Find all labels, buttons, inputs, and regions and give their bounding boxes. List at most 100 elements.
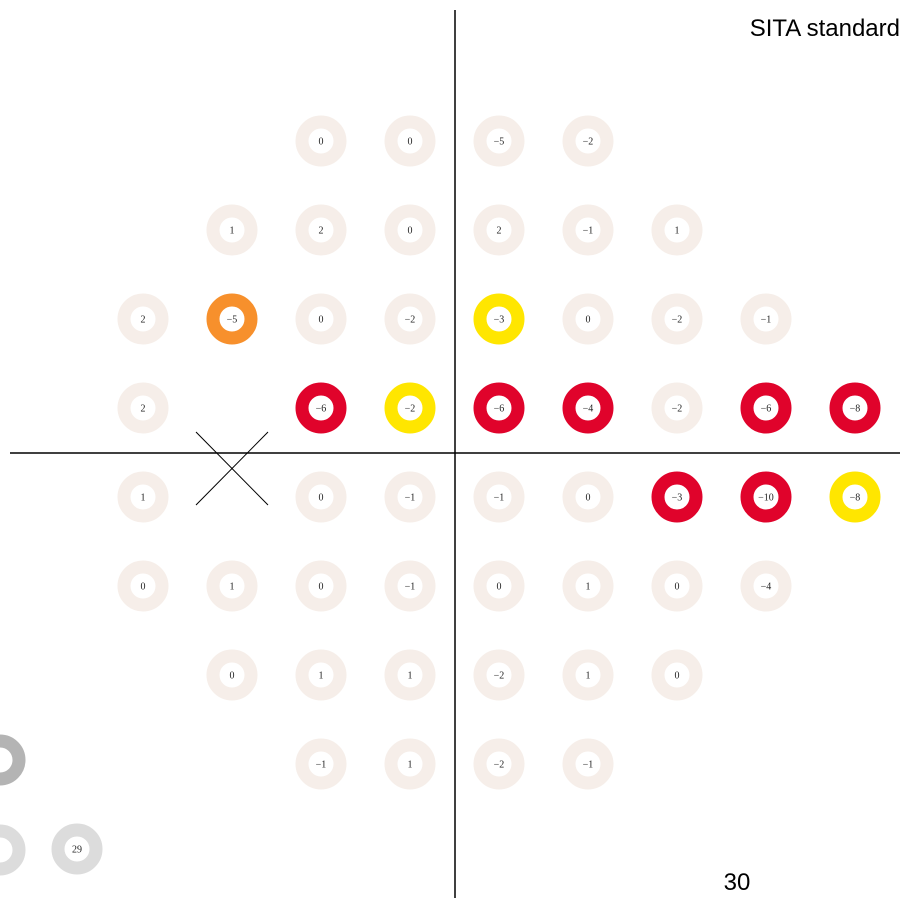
point-value: −1 <box>316 759 327 770</box>
point-ring <box>51 823 103 875</box>
point-value: −1 <box>405 492 416 503</box>
point-ring <box>651 560 703 612</box>
point-value: −2 <box>672 403 683 414</box>
point-ring <box>651 293 703 345</box>
point-value: 0 <box>497 581 502 592</box>
point-ring <box>384 115 436 167</box>
point-ring <box>117 293 169 345</box>
point-value: −8 <box>850 492 861 503</box>
point-value: 1 <box>230 581 235 592</box>
point-value: −6 <box>761 403 772 414</box>
point-value: −3 <box>494 314 505 325</box>
point-ring <box>295 115 347 167</box>
point-value: −6 <box>316 403 327 414</box>
point-ring <box>206 649 258 701</box>
point-value: 0 <box>230 670 235 681</box>
point-value: 2 <box>497 225 502 236</box>
point-ring <box>651 649 703 701</box>
point-ring <box>117 382 169 434</box>
point-value: 1 <box>586 581 591 592</box>
point-ring <box>651 471 703 523</box>
point-ring <box>651 204 703 256</box>
point-ring <box>829 382 881 434</box>
point-value: −2 <box>494 670 505 681</box>
point-value: 0 <box>408 136 413 147</box>
point-ring <box>562 204 614 256</box>
point-ring <box>384 560 436 612</box>
point-value: −8 <box>850 403 861 414</box>
point-value: 29 <box>72 844 82 855</box>
point-value: 0 <box>408 225 413 236</box>
point-value: −6 <box>494 403 505 414</box>
point-ring <box>562 649 614 701</box>
point-value: 0 <box>586 314 591 325</box>
point-ring <box>829 471 881 523</box>
point-ring <box>740 382 792 434</box>
point-ring <box>473 115 525 167</box>
point-value: 1 <box>586 670 591 681</box>
point-ring <box>206 204 258 256</box>
point-ring <box>562 471 614 523</box>
point-ring <box>473 204 525 256</box>
point-value: 0 <box>319 314 324 325</box>
point-value: 0 <box>675 581 680 592</box>
point-ring <box>562 560 614 612</box>
point-value: 1 <box>230 225 235 236</box>
point-ring <box>740 293 792 345</box>
point-value: 1 <box>319 670 324 681</box>
point-ring <box>0 824 26 876</box>
point-ring <box>384 382 436 434</box>
point-value: −2 <box>583 136 594 147</box>
point-ring <box>384 649 436 701</box>
point-ring <box>0 734 26 786</box>
point-ring <box>295 204 347 256</box>
point-value: −2 <box>494 759 505 770</box>
point-ring <box>562 115 614 167</box>
point-value: 2 <box>141 314 146 325</box>
point-ring <box>562 293 614 345</box>
point-value: 2 <box>141 403 146 414</box>
point-ring <box>295 560 347 612</box>
point-value: 1 <box>408 759 413 770</box>
point-ring <box>295 738 347 790</box>
point-ring <box>473 471 525 523</box>
point-value: −4 <box>761 581 772 592</box>
point-value: −2 <box>405 314 416 325</box>
point-value: −5 <box>494 136 505 147</box>
point-ring <box>384 738 436 790</box>
point-value: 1 <box>408 670 413 681</box>
point-ring <box>473 560 525 612</box>
point-value: −1 <box>405 581 416 592</box>
footer: 30 <box>724 869 751 896</box>
point-ring <box>295 293 347 345</box>
point-ring <box>562 382 614 434</box>
point-value: −1 <box>761 314 772 325</box>
point-ring <box>473 738 525 790</box>
point-value: 2 <box>319 225 324 236</box>
point-ring <box>740 471 792 523</box>
point-ring <box>117 471 169 523</box>
point-value: −5 <box>227 314 238 325</box>
point-value: −10 <box>758 492 774 503</box>
point-value: 1 <box>141 492 146 503</box>
point-value: −2 <box>405 403 416 414</box>
point-ring <box>562 738 614 790</box>
point-ring <box>473 649 525 701</box>
title: SITA standard <box>750 15 900 42</box>
point-ring <box>295 382 347 434</box>
point-ring <box>473 293 525 345</box>
point-value: −4 <box>583 403 594 414</box>
point-value: −1 <box>583 225 594 236</box>
point-value: 0 <box>675 670 680 681</box>
blind-spot <box>195 431 269 506</box>
point-value: −1 <box>494 492 505 503</box>
point-ring <box>206 293 258 345</box>
point-ring <box>384 204 436 256</box>
point-ring <box>295 471 347 523</box>
point-value: 1 <box>675 225 680 236</box>
point-ring <box>651 382 703 434</box>
point-value: 0 <box>141 581 146 592</box>
point-ring <box>740 560 792 612</box>
point-value: −3 <box>672 492 683 503</box>
